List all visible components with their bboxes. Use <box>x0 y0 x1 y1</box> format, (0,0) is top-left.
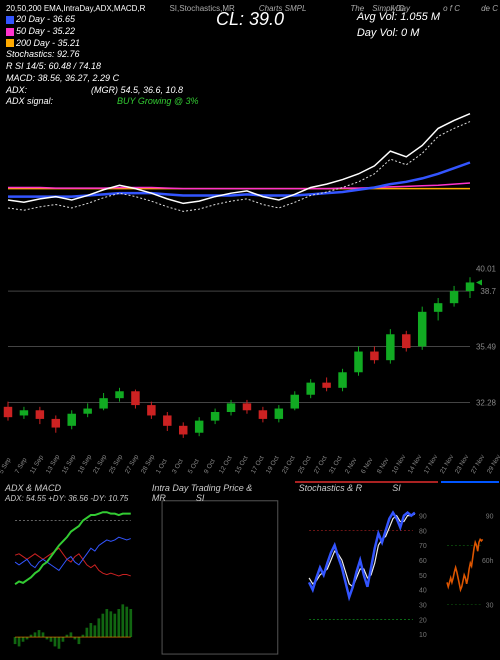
svg-text:30: 30 <box>419 603 427 610</box>
date-axis: 5 Sep7 Sep11 Sep13 Sep15 Sep18 Sep21 Sep… <box>4 455 496 475</box>
volume-info: Avg Vol: 1.055 M Day Vol: 0 M <box>357 10 440 41</box>
adx-panel-title: ADX & MACD <box>5 483 61 493</box>
stochastics-panel: Stochastics & RSI 908070605040302010 <box>294 480 440 660</box>
macd-label: MACD: 38.56, 36.27, 2.29 C <box>6 73 494 85</box>
svg-text:20: 20 <box>419 617 427 624</box>
intraday-panel: Intra Day Trading Price & MRSI <box>147 480 293 660</box>
svg-text:32.28: 32.28 <box>476 399 497 408</box>
svg-text:90: 90 <box>486 514 494 521</box>
ema200-swatch <box>6 39 14 47</box>
rsi-label: R SI 14/5: 60.48 / 74.18 <box>6 61 494 73</box>
ema50-swatch <box>6 28 14 36</box>
svg-text:80: 80 <box>419 528 427 535</box>
indicator-list: 20,50,200 EMA,IntraDay,ADX,MACD,R <box>6 4 145 14</box>
svg-text:40: 40 <box>419 588 427 595</box>
indicator-panel-row: ADX & MACD ADX: 54.55 +DY: 36.56 -DY: 10… <box>0 480 500 660</box>
adx-label: ADX: <box>6 85 27 97</box>
adx-signal-label: ADX signal: <box>6 96 53 108</box>
svg-text:70: 70 <box>419 543 427 550</box>
stoch-label: Stochastics: 92.76 <box>6 49 494 61</box>
close-price: CL: 39.0 <box>216 8 284 31</box>
svg-text:60: 60 <box>419 558 427 565</box>
svg-text:10: 10 <box>419 632 427 639</box>
svg-text:38.7: 38.7 <box>480 287 496 296</box>
svg-text:90: 90 <box>419 514 427 521</box>
svg-text:60h: 60h <box>482 558 494 565</box>
svg-text:40.01: 40.01 <box>476 264 497 273</box>
rsi-panel: 90 60h 30 <box>440 480 500 660</box>
adx-macd-panel: ADX & MACD ADX: 54.55 +DY: 36.56 -DY: 10… <box>0 480 146 660</box>
svg-text:35.49: 35.49 <box>476 343 497 352</box>
svg-text:30: 30 <box>486 603 494 610</box>
ema20-swatch <box>6 16 14 24</box>
svg-text:50: 50 <box>419 573 427 580</box>
signal-text: BUY Growing @ 3% <box>117 96 199 108</box>
chart-header: 20,50,200 EMA,IntraDay,ADX,MACD,R SI,Sto… <box>0 0 500 90</box>
adx-subtitle: ADX: 54.55 +DY: 36.56 -DY: 10.75 <box>5 494 128 503</box>
